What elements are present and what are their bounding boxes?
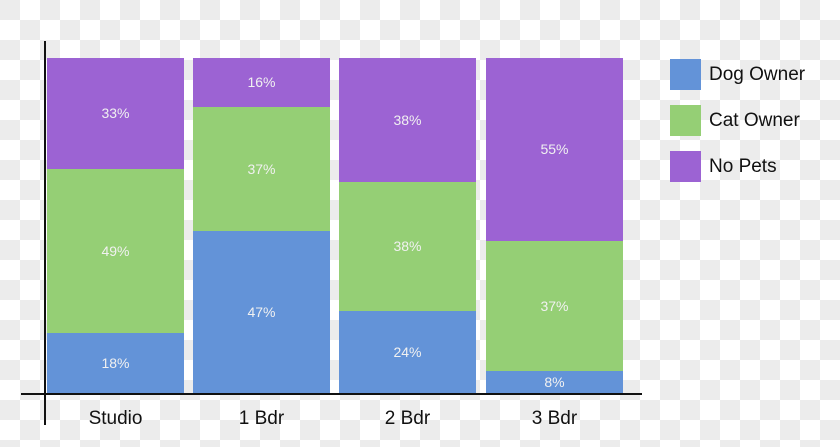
segment-dog-owner: 18% bbox=[47, 332, 184, 393]
segment-cat-owner: 49% bbox=[47, 168, 184, 333]
segment-dog-owner: 47% bbox=[193, 230, 330, 393]
x-tick-label: 1 Bdr bbox=[238, 408, 285, 429]
legend: Dog Owner Cat Owner No Pets bbox=[670, 59, 805, 197]
segment-no-pets: 38% bbox=[339, 58, 476, 182]
legend-item-cat-owner: Cat Owner bbox=[670, 105, 805, 136]
y-axis bbox=[44, 41, 46, 425]
x-tick-label: Studio bbox=[88, 408, 143, 429]
x-tick-label: 3 Bdr bbox=[531, 408, 578, 429]
segment-dog-owner: 8% bbox=[486, 371, 623, 394]
x-axis bbox=[21, 393, 642, 395]
legend-swatch-dog-owner bbox=[670, 59, 701, 90]
legend-label: Cat Owner bbox=[709, 109, 800, 131]
segment-no-pets: 55% bbox=[486, 58, 623, 241]
segment-cat-owner: 38% bbox=[339, 181, 476, 311]
legend-item-dog-owner: Dog Owner bbox=[670, 59, 805, 90]
legend-label: Dog Owner bbox=[709, 63, 806, 85]
segment-cat-owner: 37% bbox=[486, 240, 623, 372]
x-tick-label: 2 Bdr bbox=[384, 408, 431, 429]
segment-dog-owner: 24% bbox=[339, 310, 476, 393]
segment-no-pets: 33% bbox=[47, 58, 184, 169]
bar-2-bdr: 38% 38% 24% bbox=[339, 58, 476, 393]
legend-label: No Pets bbox=[709, 155, 777, 177]
bar-1-bdr: 16% 37% 47% bbox=[193, 58, 330, 393]
legend-item-no-pets: No Pets bbox=[670, 151, 805, 182]
segment-no-pets: 16% bbox=[193, 58, 330, 107]
legend-swatch-cat-owner bbox=[670, 105, 701, 136]
bar-3-bdr: 55% 37% 8% bbox=[486, 58, 623, 394]
segment-cat-owner: 37% bbox=[193, 106, 330, 231]
bar-studio: 33% 49% 18% bbox=[47, 58, 184, 393]
legend-swatch-no-pets bbox=[670, 151, 701, 182]
